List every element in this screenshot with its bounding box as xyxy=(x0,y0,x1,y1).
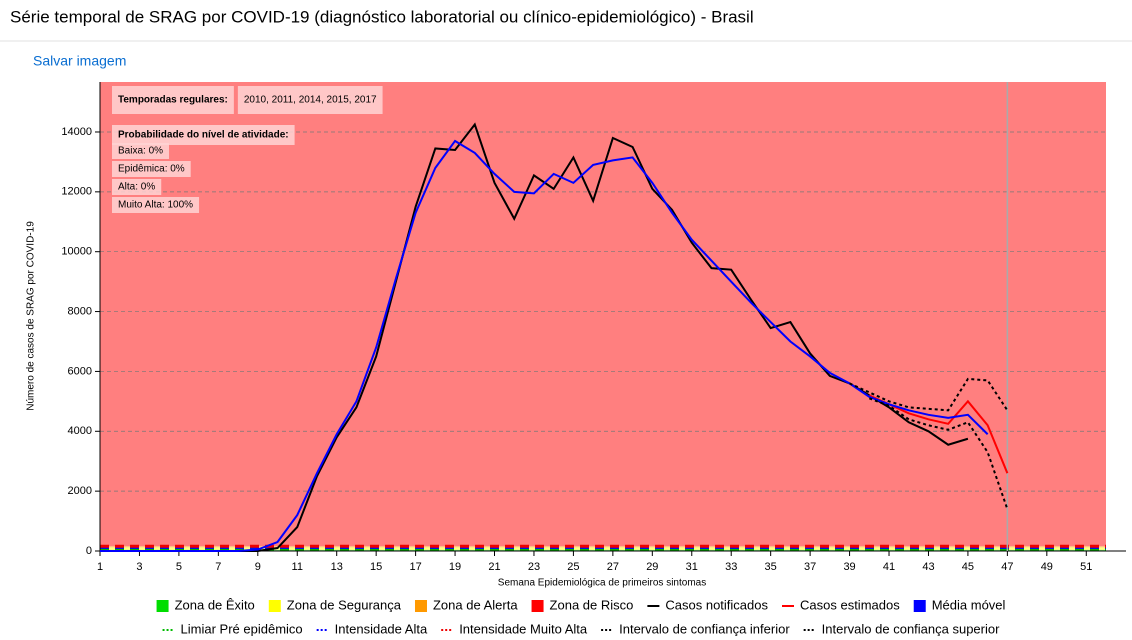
y-tick-label: 4000 xyxy=(68,425,92,437)
legend-swatch xyxy=(531,600,544,612)
x-tick-label: 47 xyxy=(1001,561,1013,573)
legend-swatch xyxy=(414,600,427,612)
zone xyxy=(100,82,1106,547)
x-tick-label: 11 xyxy=(292,561,303,573)
annotation-text: Temporadas regulares: xyxy=(118,95,228,106)
annotation: Muito Alta: 100% xyxy=(112,197,200,213)
annotation-text: Probabilidade do nível de atividade: xyxy=(118,130,289,141)
legend-swatch xyxy=(913,600,926,612)
legend-label: Intervalo de confiança inferior xyxy=(619,621,790,636)
legend-label: Casos notificados xyxy=(665,597,768,612)
annotation-box xyxy=(237,86,383,114)
x-tick-label: 29 xyxy=(646,561,658,573)
x-tick-label: 45 xyxy=(962,561,974,573)
x-tick-label: 21 xyxy=(488,561,500,573)
x-tick-label: 31 xyxy=(686,561,698,573)
legend-row: Limiar Pré epidêmico Intensidade Alta Inte… xyxy=(162,621,1000,636)
y-tick-label: 14000 xyxy=(61,126,92,138)
series-line xyxy=(100,139,989,552)
legend-label: Casos estimados xyxy=(800,597,900,612)
annotation-box xyxy=(112,86,234,114)
x-tick-label: 49 xyxy=(1041,561,1053,573)
legend-label: Zona de Alerta xyxy=(433,597,518,612)
x-axis-label: Semana Epidemiológica de primeiros sinto… xyxy=(498,578,706,589)
annotation-text: 2010, 2011, 2014, 2015, 2017 xyxy=(244,95,377,106)
x-tick-label: 7 xyxy=(215,561,221,573)
legend-label: Zona de Êxito xyxy=(175,597,255,612)
y-tick-label: 2000 xyxy=(68,485,92,497)
y-tick-label: 0 xyxy=(86,545,92,557)
x-tick-label: 35 xyxy=(765,561,777,573)
x-tick-label: 1 xyxy=(97,561,103,573)
annotation: Probabilidade do nível de atividade: xyxy=(112,125,295,145)
annotation-text: Epidêmica: 0% xyxy=(118,164,185,175)
series-line xyxy=(868,397,1009,510)
x-tick-label: 17 xyxy=(409,561,421,573)
annotation-box xyxy=(112,143,170,159)
y-tick-label: 6000 xyxy=(68,365,92,377)
x-tick-label: 19 xyxy=(449,561,461,573)
annotation: Temporadas regulares: xyxy=(112,86,234,114)
y-axis-label: Número de casos de SRAG por COVID-19 xyxy=(26,221,37,411)
x-tick-label: 15 xyxy=(370,561,382,573)
x-tick-label: 39 xyxy=(843,561,855,573)
y-tick-label: 12000 xyxy=(61,186,92,198)
annotation-text: Baixa: 0% xyxy=(118,146,163,157)
annotation: Alta: 0% xyxy=(112,179,162,195)
legend-swatch xyxy=(156,600,169,612)
y-tick-label: 8000 xyxy=(68,305,92,317)
x-tick-label: 13 xyxy=(331,561,343,573)
x-tick-label: 33 xyxy=(725,561,737,573)
legend-label: Intensidade Muito Alta xyxy=(459,621,588,636)
annotation: 2010, 2011, 2014, 2015, 2017 xyxy=(237,86,383,114)
x-tick-label: 5 xyxy=(176,561,182,573)
x-tick-label: 9 xyxy=(255,561,261,573)
x-tick-label: 43 xyxy=(922,561,934,573)
x-tick-label: 25 xyxy=(567,561,579,573)
annotation-box xyxy=(112,161,191,177)
annotation-box xyxy=(112,197,200,213)
annotation: Baixa: 0% xyxy=(112,143,170,159)
page-title: Série temporal de SRAG por COVID-19 (dia… xyxy=(10,7,754,26)
legend-row: Zona de Êxito Zona de Segurança Zona de Al… xyxy=(156,597,1006,612)
legend-label: Limiar Pré epidêmico xyxy=(181,621,303,636)
annotation-box xyxy=(112,125,295,145)
x-tick-label: 51 xyxy=(1080,561,1092,573)
annotation: Epidêmica: 0% xyxy=(112,161,191,177)
legend-label: Média móvel xyxy=(932,597,1006,612)
annotation-text: Alta: 0% xyxy=(118,182,155,193)
legend-label: Intervalo de confiança superior xyxy=(822,621,1000,636)
annotation-box xyxy=(112,179,162,195)
annotation-text: Muito Alta: 100% xyxy=(118,200,193,211)
x-tick-label: 37 xyxy=(804,561,816,573)
x-tick-label: 3 xyxy=(136,561,142,573)
x-tick-label: 41 xyxy=(883,561,895,573)
x-tick-label: 23 xyxy=(528,561,540,573)
legend-label: Zona de Segurança xyxy=(287,597,402,612)
save-link[interactable]: Salvar imagem xyxy=(33,53,126,69)
legend-swatch xyxy=(268,600,281,612)
y-tick-label: 10000 xyxy=(61,246,92,258)
legend-label: Intensidade Alta xyxy=(335,621,428,636)
legend-label: Zona de Risco xyxy=(550,597,634,612)
x-tick-label: 27 xyxy=(607,561,619,573)
